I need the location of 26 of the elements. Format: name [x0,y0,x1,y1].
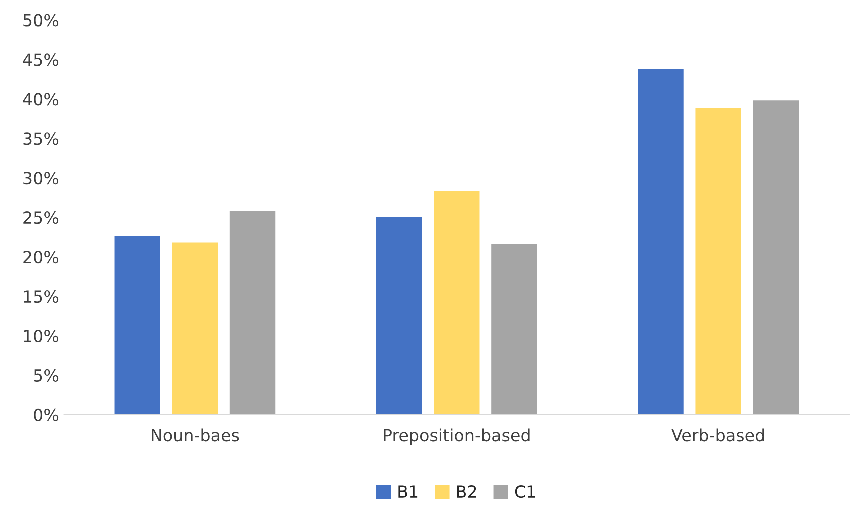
y-tick-label: 15% [24,290,59,304]
y-tick-label: 25% [24,212,59,224]
bar [375,216,424,415]
y-tick-label: 20% [24,251,59,264]
y-tick-label: 0% [34,408,59,422]
bar [113,235,162,415]
bar [752,99,800,415]
y-tick-label: 50% [24,14,59,27]
bar [228,210,278,415]
y-tick-label: 5% [34,369,59,382]
bar [432,190,482,415]
y-tick-label: 30% [24,172,59,185]
x-tick-label: Noun-baes [152,428,240,442]
y-tick-label: 40% [23,93,59,106]
x-tick-label: Preposition-based [384,428,530,445]
bar [636,68,686,415]
legend-label: C1 [515,485,536,498]
legend-label: B1 [398,486,418,498]
legend-label: B2 [457,485,476,498]
bar [490,242,539,415]
bar [694,107,743,415]
x-tick-label: Verb-based [672,428,764,442]
y-tick-label: 10% [24,330,59,343]
bar [170,241,220,415]
y-tick-label: 35% [24,132,59,146]
y-tick-label: 45% [23,54,59,66]
